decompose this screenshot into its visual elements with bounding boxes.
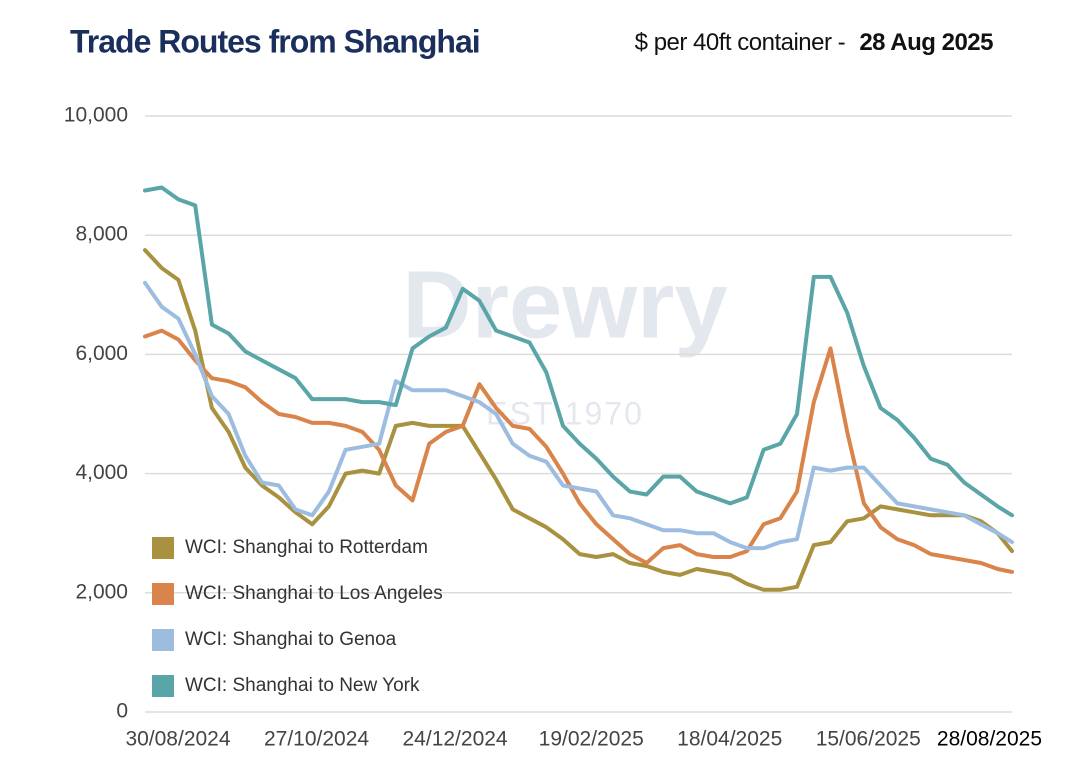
legend-swatch	[152, 675, 174, 697]
subtitle-text: $ per 40ft container -	[635, 29, 845, 56]
chart-subtitle: $ per 40ft container - 28 Aug 2025	[635, 29, 993, 56]
subtitle-date: 28 Aug 2025	[859, 29, 993, 56]
y-tick-label: 6,000	[75, 342, 128, 365]
series-line	[143, 280, 1014, 551]
x-tick-label: 27/10/2024	[264, 728, 369, 751]
x-tick-label: 30/08/2024	[125, 728, 230, 751]
x-tick-label: 19/02/2025	[539, 728, 644, 751]
y-tick-label: 8,000	[75, 223, 128, 246]
y-tick-label: 2,000	[75, 580, 128, 603]
legend-swatch	[152, 537, 174, 559]
legend-swatch	[152, 583, 174, 605]
chart-title: Trade Routes from Shanghai	[70, 23, 480, 59]
legend-swatch	[152, 629, 174, 651]
x-tick-label: 15/06/2025	[816, 728, 921, 751]
watermark: Drewry	[402, 251, 728, 358]
legend-label: WCI: Shanghai to Genoa	[185, 629, 397, 650]
legend-label: WCI: Shanghai to Rotterdam	[185, 537, 428, 558]
series-line	[143, 185, 1014, 518]
y-tick-label: 0	[116, 700, 128, 723]
x-tick-label: 18/04/2025	[677, 728, 782, 751]
series-line	[143, 328, 1014, 574]
x-tick-label: 28/08/2025	[937, 728, 1042, 751]
legend-label: WCI: Shanghai to Los Angeles	[185, 583, 443, 604]
y-tick-label: 10,000	[64, 104, 128, 127]
x-tick-label: 24/12/2024	[403, 728, 508, 751]
y-tick-label: 4,000	[75, 461, 128, 484]
legend-label: WCI: Shanghai to New York	[185, 675, 420, 696]
